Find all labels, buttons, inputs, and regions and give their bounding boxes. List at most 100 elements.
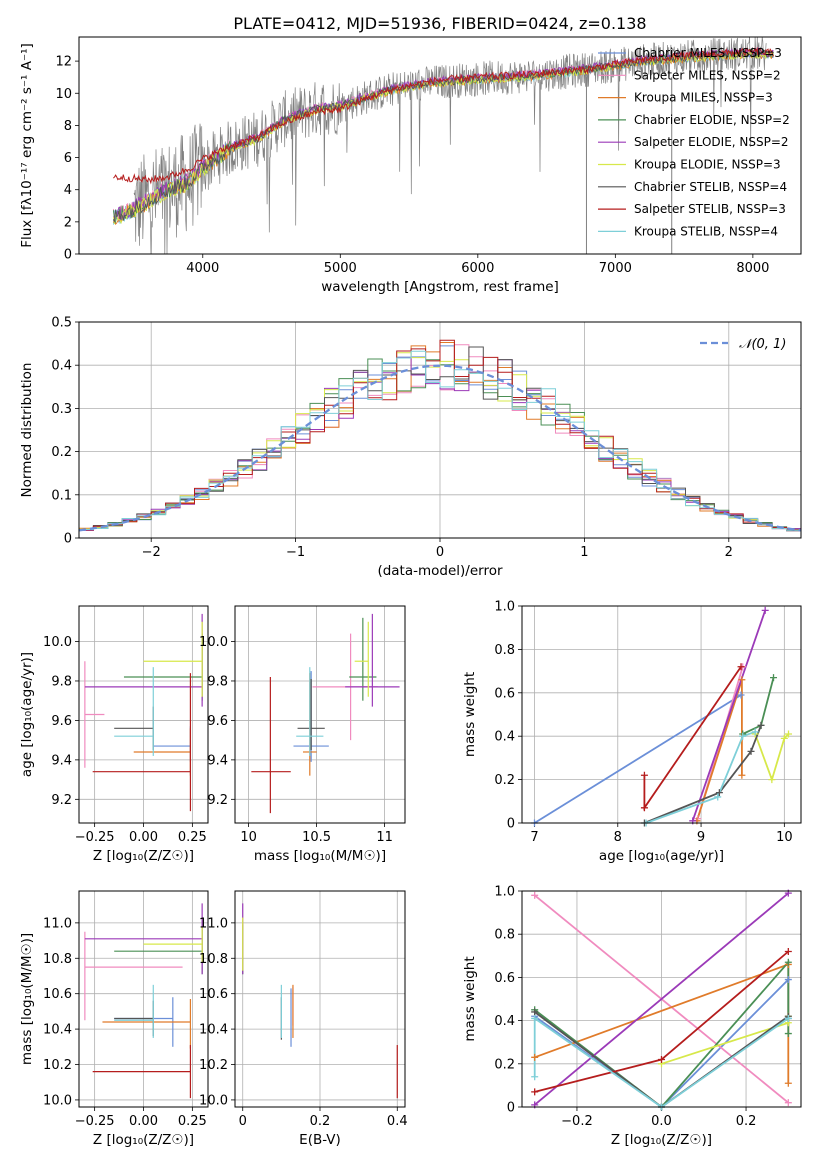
y-tick-label: 0 [507, 1101, 515, 1116]
plot-area-mass-age [251, 613, 400, 814]
y-tick-label: 4 [64, 183, 72, 198]
plot-frame [78, 321, 802, 539]
weight-point-marker [770, 674, 778, 682]
x-axis-label: wavelength [Angstrom, rest frame] [321, 279, 559, 295]
weight-series-line [534, 1011, 789, 1107]
y-tick-label: 0.4 [494, 1014, 515, 1029]
y-tick-label: 10.8 [43, 952, 72, 967]
x-tick-label: 11 [376, 830, 393, 845]
x-tick-label: 4000 [186, 261, 219, 276]
weight-point-marker [757, 721, 765, 729]
weight-point-marker [531, 1073, 539, 1081]
y-tick-label: 0.6 [494, 971, 515, 986]
y-tick-label: 8 [64, 119, 72, 134]
weight-point-marker [780, 734, 788, 742]
legend-label: Kroupa MILES, NSSP=3 [634, 91, 773, 105]
x-tick-label: 0.0 [651, 1114, 672, 1129]
y-tick-label: 10 [55, 87, 72, 102]
x-tick-label: −2 [142, 545, 161, 560]
panel-residuals: −2 −1 0 1 2 0 0.1 0.2 0.3 0.4 0.5 (data-model)/erro… [19, 316, 802, 579]
weight-point-marker [784, 976, 792, 984]
weight-point-marker [784, 1030, 792, 1038]
y-tick-label: 0.6 [494, 686, 515, 701]
y-tick-label: 0.8 [494, 643, 515, 658]
x-tick-label: −1 [286, 545, 305, 560]
y-tick-label: 9.6 [207, 714, 228, 729]
y-tick-label: 0.3 [51, 402, 72, 417]
weight-point-marker [737, 691, 745, 699]
y-tick-label: 9.2 [207, 793, 228, 808]
y-tick-label: 0 [507, 817, 515, 832]
y-tick-label: 0.5 [51, 316, 72, 331]
y-tick-label: 0.4 [51, 359, 72, 374]
weight-point-marker [784, 1079, 792, 1087]
plot-area-z-age [84, 613, 203, 812]
y-tick-label: 9.8 [207, 674, 228, 689]
x-tick-label: 0.4 [387, 1114, 408, 1129]
weight-point-marker [640, 804, 648, 812]
x-tick-label: 1 [580, 545, 588, 560]
weight-point-marker [784, 958, 792, 966]
y-tick-label: 0.2 [494, 1057, 515, 1072]
y-tick-label: 9.4 [51, 753, 72, 768]
model-spectrum-line [113, 46, 774, 185]
y-tick-label: 10.4 [43, 1023, 72, 1038]
y-tick-label: 9.4 [207, 753, 228, 768]
weight-point-marker [768, 776, 776, 784]
y-tick-label: 0 [64, 532, 72, 547]
y-tick-label: 1.0 [494, 600, 515, 615]
plot-area-z-mass [84, 903, 203, 1099]
weight-point-marker [640, 771, 648, 779]
panel-mass-age: 10 10.5 11 9.2 9.4 9.6 9.8 10.0 mass [log₁₀(M/M☉… [199, 605, 406, 864]
x-axis-label: (data-model)/error [377, 563, 503, 579]
x-tick-label: 0.00 [129, 830, 158, 845]
plot-area-age-weight [534, 610, 790, 823]
legend-label: Chabrier MILES, NSSP=3 [634, 46, 782, 60]
x-tick-label: 0.2 [736, 1114, 757, 1129]
x-tick-label: 7000 [599, 261, 632, 276]
y-tick-label: 9.6 [51, 714, 72, 729]
y-tick-label: 10.6 [43, 987, 72, 1002]
weight-point-marker [531, 1053, 539, 1061]
y-tick-label: 10.0 [199, 1093, 228, 1108]
panel-age-weight: 7 8 9 10 0 0.2 0.4 0.6 0.8 1.0 age [log₁₀(age/yr)]… [462, 600, 802, 864]
weight-point-marker [715, 789, 723, 797]
legend-label: Kroupa ELODIE, NSSP=3 [634, 158, 781, 172]
panel-ebv-mass: 0 0.2 0.4 10.0 10.2 10.4 10.6 10.8 11.0 E(B-V) [199, 890, 408, 1148]
weight-point-marker [531, 891, 539, 899]
plot-frame [234, 605, 406, 824]
plot-frame [234, 890, 406, 1108]
x-tick-label: 10 [240, 830, 257, 845]
x-tick-label: 2 [725, 545, 733, 560]
y-tick-label: 0.2 [494, 773, 515, 788]
weight-point-marker [738, 771, 746, 779]
plot-frame [78, 890, 209, 1108]
weight-point-marker [739, 732, 747, 740]
x-axis-label: Z [log₁₀(Z/Z☉)] [93, 848, 194, 864]
y-tick-label: 10.6 [199, 987, 228, 1002]
y-tick-label: 0.8 [494, 928, 515, 943]
normal-distribution-curve [79, 364, 801, 532]
y-axis-label: Flux [fλ10⁻¹⁷ erg cm⁻² s⁻¹ A⁻¹] [19, 43, 35, 248]
x-tick-label: 8000 [736, 261, 769, 276]
weight-series-line [645, 731, 756, 823]
weight-point-marker [784, 1014, 792, 1022]
legend-label: Chabrier STELIB, NSSP=4 [634, 180, 787, 194]
y-tick-label: 10.0 [43, 635, 72, 650]
x-tick-label: 7 [530, 830, 538, 845]
legend-label: Kroupa STELIB, NSSP=4 [634, 224, 778, 238]
figure-title: PLATE=0412, MJD=51936, FIBERID=0424, z=0… [233, 14, 646, 33]
plot-frame [78, 36, 802, 255]
x-tick-label: 10 [776, 830, 793, 845]
y-axis-label: age [log₁₀(age/yr)] [19, 652, 35, 777]
y-axis-label: mass weight [462, 956, 478, 1041]
weight-point-marker [738, 676, 746, 684]
x-tick-label: 0 [239, 1114, 247, 1129]
weight-point-marker [751, 728, 759, 736]
y-tick-label: 12 [55, 55, 72, 70]
y-tick-label: 10.0 [199, 635, 228, 650]
panel-z-mass: −0.25 0.00 0.25 10.0 10.2 10.4 10.6 10.8 11.0 Z [… [19, 890, 209, 1148]
y-axis-label: mass [log₁₀(M/M☉)] [19, 933, 35, 1065]
y-tick-label: 1.0 [494, 885, 515, 900]
